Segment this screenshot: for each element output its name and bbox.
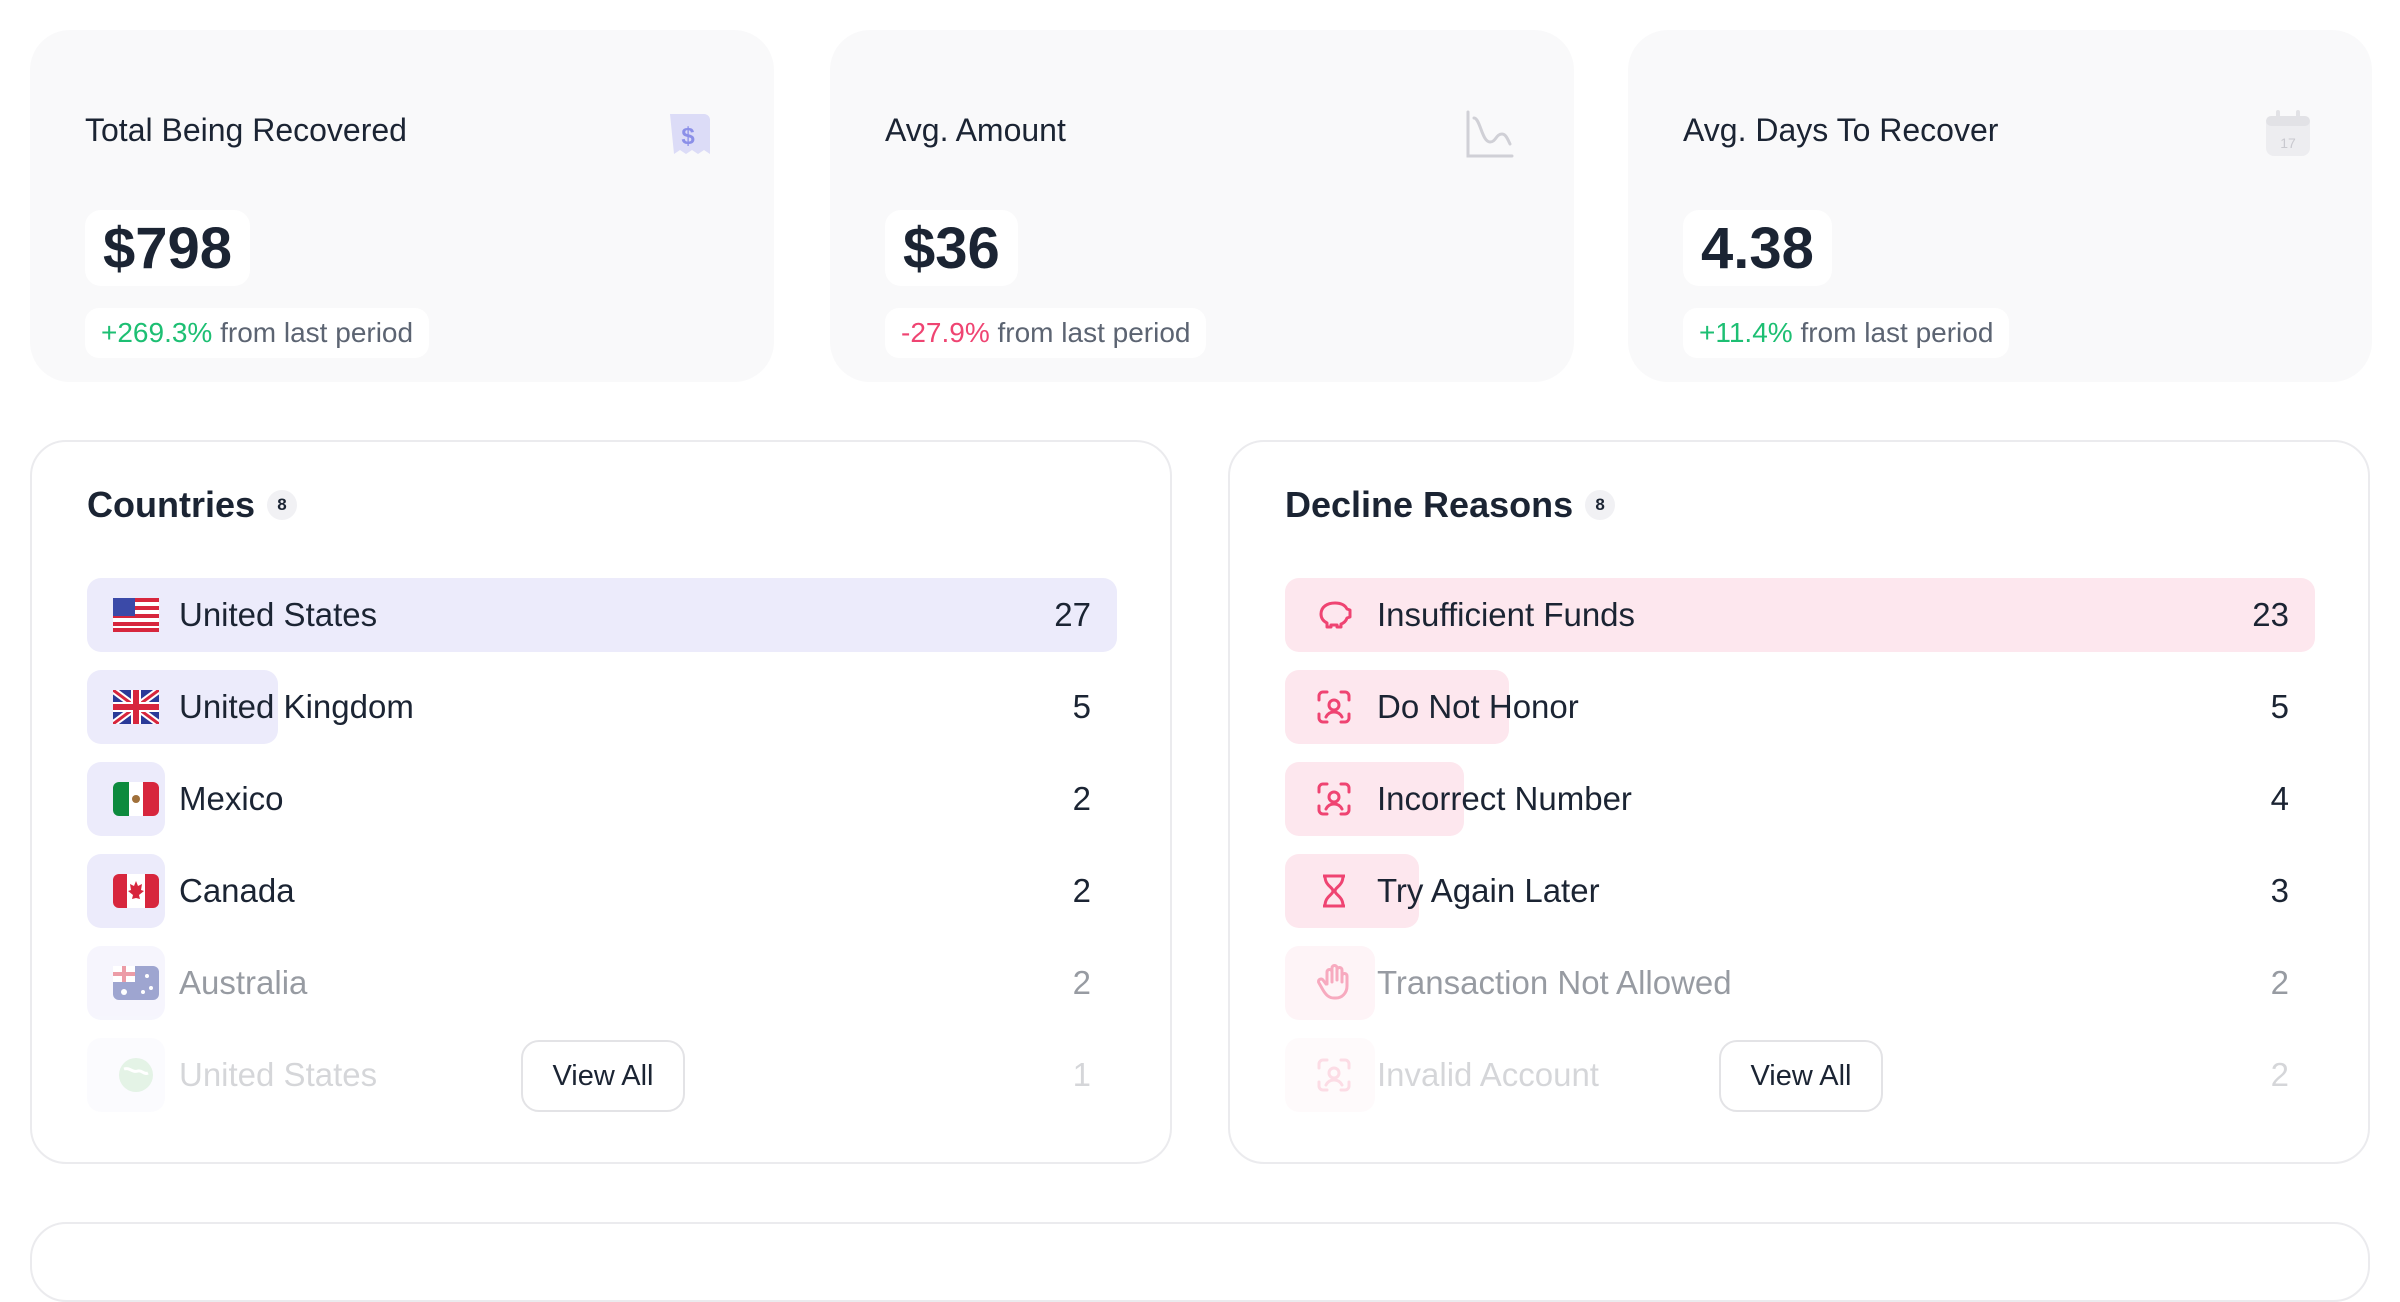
list-item-label: United States [179,1056,378,1093]
share-bar [87,946,165,1020]
list-item-value: 2 [1072,872,1091,909]
panel-title: Countries 8 [87,484,298,526]
list-item[interactable]: United States 27 [87,578,1117,652]
decline-reasons-list: Insufficient Funds 23 Do Not Honor 5 [1285,578,2315,1130]
uk-flag-icon [113,688,159,726]
stat-card-total-recovered: Total Being Recovered $ $798 +269.3% fro… [30,30,774,382]
stat-value: $798 [85,210,251,286]
list-item-value: 2 [1072,964,1091,1001]
stat-value: $36 [885,210,1018,286]
stat-change: +11.4% from last period [1683,308,2010,358]
australia-flag-icon [113,964,159,1002]
view-all-button[interactable]: View All [1719,1040,1883,1112]
stat-change-suffix: from last period [220,317,414,348]
stat-change-suffix: from last period [997,317,1191,348]
stat-change-percent: +11.4% [1699,317,1793,348]
list-item-value: 2 [2270,964,2289,1001]
canada-flag-icon [113,872,159,910]
panel-title-text: Decline Reasons [1285,484,1574,525]
list-item-label: Transaction Not Allowed [1377,964,1732,1001]
piggy-bank-icon [1311,596,1357,634]
view-all-button[interactable]: View All [521,1040,685,1112]
face-scan-icon [1311,1056,1357,1094]
stat-change: -27.9% from last period [885,308,1207,358]
list-item-value: 5 [1072,688,1091,725]
share-bar [1285,578,2315,652]
list-item[interactable]: Canada 2 [87,854,1117,928]
list-item-label: Mexico [179,780,284,817]
line-chart-icon [1462,106,1518,162]
share-bar [1285,670,1509,744]
list-item-value: 23 [2252,596,2289,633]
globe-icon [113,1056,159,1094]
svg-text:$: $ [681,123,695,150]
face-scan-icon [1311,780,1357,818]
face-scan-icon [1311,688,1357,726]
list-item-label: Incorrect Number [1377,780,1632,817]
list-item-label: Insufficient Funds [1377,596,1636,633]
stat-title: Total Being Recovered [85,112,407,148]
share-bar [1285,946,1375,1020]
list-item-label: United States [179,596,378,633]
list-item-value: 1 [1072,1056,1091,1093]
list-item-label: Invalid Account [1377,1056,1599,1093]
list-item-value: 2 [2270,1056,2289,1093]
list-item-value: 3 [2270,872,2289,909]
list-item[interactable]: United Kingdom 5 [87,670,1117,744]
hand-stop-icon [1311,964,1357,1002]
list-item-value: 27 [1054,596,1091,633]
list-item-value: 4 [2270,780,2289,817]
share-bar [87,578,1117,652]
list-item[interactable]: Try Again Later 3 [1285,854,2315,928]
stat-title: Avg. Amount [885,112,1066,148]
share-bar [1285,1038,1375,1112]
countries-panel: Countries 8 United States 27 [30,440,1172,1164]
list-item-value: 2 [1072,780,1091,817]
us-flag-icon [113,596,159,634]
list-item-label: Try Again Later [1377,872,1600,909]
list-item[interactable]: Insufficient Funds 23 [1285,578,2315,652]
stat-card-avg-amount: Avg. Amount $36 -27.9% from last period [830,30,1574,382]
countries-list: United States 27 United Kingdom 5 [87,578,1117,1130]
count-badge: 8 [267,490,298,520]
list-item-label: Do Not Honor [1377,688,1579,725]
stat-card-avg-days: Avg. Days To Recover 17 4.38 +11.4% from… [1628,30,2372,382]
receipt-dollar-icon: $ [662,106,718,162]
list-item[interactable]: Do Not Honor 5 [1285,670,2315,744]
share-bar [1285,854,1419,928]
list-item-label: Canada [179,872,295,909]
decline-reasons-panel: Decline Reasons 8 Insufficient Funds 23 … [1228,440,2370,1164]
stat-change-suffix: from last period [1800,317,1994,348]
panel-title: Decline Reasons 8 [1285,484,1616,526]
list-item-value: 5 [2270,688,2289,725]
list-item[interactable]: Australia 2 [87,946,1117,1020]
panel-title-text: Countries [87,484,256,525]
hourglass-icon [1311,872,1357,910]
list-item-label: Australia [179,964,308,1001]
stat-change-percent: -27.9% [901,317,990,348]
list-item[interactable]: Invalid Account 2 [1285,1038,2315,1112]
calendar-icon: 17 [2260,106,2316,162]
stat-change: +269.3% from last period [85,308,430,358]
list-item[interactable]: Incorrect Number 4 [1285,762,2315,836]
svg-text:17: 17 [2280,135,2296,151]
list-item[interactable]: Mexico 2 [87,762,1117,836]
stat-value: 4.38 [1683,210,1832,286]
count-badge: 8 [1585,490,1616,520]
stat-change-percent: +269.3% [101,317,213,348]
mexico-flag-icon [113,780,159,818]
list-item[interactable]: United States 1 [87,1038,1117,1112]
list-item[interactable]: Transaction Not Allowed 2 [1285,946,2315,1020]
share-bar [1285,762,1464,836]
list-item-label: United Kingdom [179,688,414,725]
next-panel [30,1222,2370,1302]
stat-title: Avg. Days To Recover [1683,112,1999,148]
share-bar [87,1038,165,1112]
